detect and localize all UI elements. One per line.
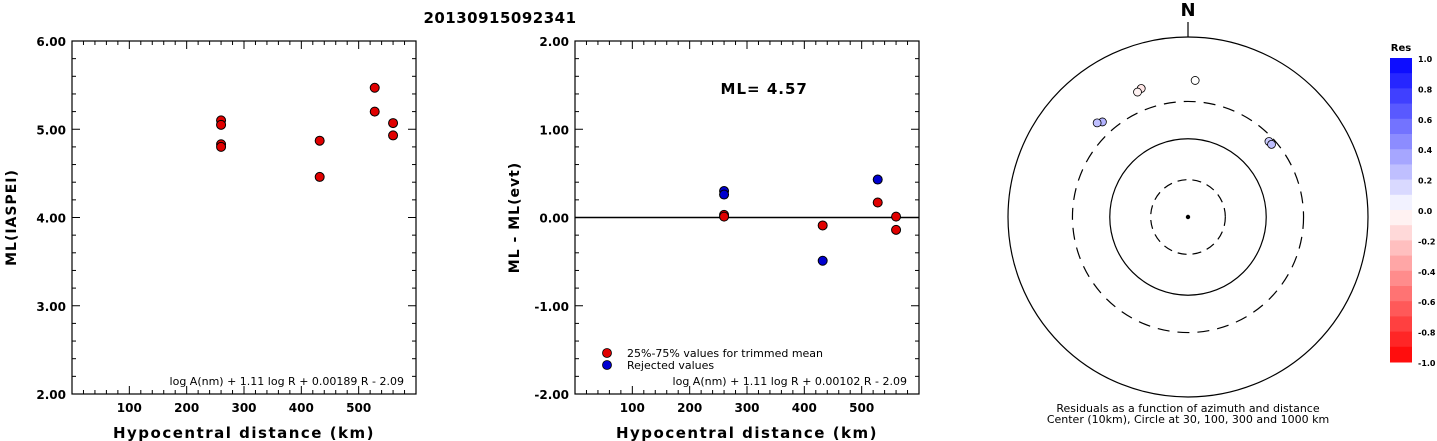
panel2-x-tick-label: 500 bbox=[849, 401, 874, 415]
panel2-y-tick-label: 1.00 bbox=[539, 123, 569, 137]
panel1-x-axis-label: Hypocentral distance (km) bbox=[113, 424, 375, 441]
colorbar-tick-label: 0.0 bbox=[1418, 207, 1433, 216]
colorbar-cell bbox=[1390, 316, 1412, 333]
colorbar-cell bbox=[1390, 73, 1412, 89]
colorbar-cell bbox=[1390, 88, 1412, 105]
panel1-x-tick-label: 400 bbox=[289, 401, 314, 415]
polar-station-point bbox=[1190, 76, 1200, 85]
colorbar-tick-label: -0.2 bbox=[1418, 237, 1436, 246]
colorbar-cell bbox=[1390, 240, 1412, 257]
colorbar-cell bbox=[1390, 331, 1412, 348]
panel1-formula: log A(nm) + 1.11 log R + 0.00189 R - 2.0… bbox=[170, 375, 404, 388]
colorbar-tick-label: 0.4 bbox=[1418, 146, 1433, 155]
panel2-formula: log A(nm) + 1.11 log R + 0.00102 R - 2.0… bbox=[673, 375, 907, 388]
panel1-y-tick-label: 6.00 bbox=[36, 35, 66, 49]
colorbar-cell bbox=[1390, 301, 1412, 317]
panel1-x-tick-label: 500 bbox=[346, 401, 371, 415]
polar-ring-30km bbox=[1150, 179, 1226, 255]
panel1-frame bbox=[71, 40, 417, 395]
panel1-point bbox=[388, 130, 399, 141]
panel2-point bbox=[719, 189, 730, 200]
panel1-point bbox=[388, 118, 399, 129]
colorbar-cell bbox=[1390, 58, 1412, 74]
panel2-point bbox=[891, 224, 902, 235]
panel1-point bbox=[314, 135, 325, 146]
panel1-x-tick-label: 200 bbox=[174, 401, 199, 415]
panel1-point bbox=[369, 82, 380, 93]
panel2-legend-marker bbox=[602, 360, 612, 370]
polar-ring-300km bbox=[1071, 100, 1305, 334]
panel1-y-axis-label: ML(IASPEI) bbox=[4, 169, 20, 266]
colorbar-tick-label: 1.0 bbox=[1418, 55, 1433, 64]
panel2-y-tick-label: 2.00 bbox=[539, 35, 569, 49]
panel1-x-tick-label: 300 bbox=[231, 401, 256, 415]
panel2-point bbox=[891, 211, 902, 222]
colorbar-cell bbox=[1390, 210, 1412, 226]
colorbar-cell bbox=[1390, 225, 1412, 241]
colorbar-cell bbox=[1390, 134, 1412, 150]
panel2-point bbox=[719, 211, 730, 222]
colorbar-cell bbox=[1390, 194, 1412, 211]
panel1-point bbox=[314, 171, 325, 182]
panel2-y-tick-label: 0.00 bbox=[539, 212, 569, 226]
colorbar-tick-label: -0.8 bbox=[1418, 329, 1436, 338]
panel2-y-axis-label: ML - ML(evt) bbox=[507, 162, 523, 273]
polar-station-point bbox=[1133, 87, 1142, 97]
panel2-y-tick-label: -1.00 bbox=[534, 300, 569, 314]
panel2-x-tick-label: 200 bbox=[677, 401, 702, 415]
panel1-point bbox=[216, 119, 227, 130]
colorbar-cell bbox=[1390, 149, 1412, 165]
panel2-y-tick-label: -2.00 bbox=[534, 388, 569, 402]
colorbar-cell bbox=[1390, 346, 1412, 363]
colorbar-tick-label: 0.8 bbox=[1418, 85, 1433, 94]
colorbar-cell bbox=[1390, 255, 1412, 272]
north-label: N bbox=[1180, 0, 1195, 21]
panel2-x-tick-label: 100 bbox=[620, 401, 645, 415]
panel1-y-tick-label: 5.00 bbox=[36, 123, 66, 137]
event-id-title: 20130915092341 bbox=[423, 9, 577, 27]
colorbar-tick-label: -1.0 bbox=[1418, 359, 1436, 368]
colorbar-cell bbox=[1390, 103, 1412, 120]
colorbar-tick-label: 0.6 bbox=[1418, 116, 1433, 125]
panel1-y-tick-label: 2.00 bbox=[36, 388, 66, 402]
panel1-x-tick-label: 100 bbox=[117, 401, 142, 415]
colorbar-tick-label: 0.2 bbox=[1418, 177, 1432, 186]
colorbar-cell bbox=[1390, 118, 1412, 135]
colorbar-cell bbox=[1390, 164, 1412, 181]
polar-caption-line: Residuals as a function of azimuth and d… bbox=[1056, 402, 1319, 415]
polar-center-dot bbox=[1185, 214, 1191, 220]
panel1-point bbox=[369, 106, 380, 117]
colorbar-cell bbox=[1390, 286, 1412, 302]
panel1-y-tick-label: 4.00 bbox=[36, 212, 66, 226]
panel2-legend-label: 25%-75% values for trimmed mean bbox=[627, 347, 823, 360]
polar-ring-100km bbox=[1109, 138, 1267, 296]
polar-station-point bbox=[1267, 139, 1276, 149]
colorbar-cell bbox=[1390, 179, 1412, 196]
colorbar-tick-label: -0.4 bbox=[1418, 268, 1436, 277]
panel1-y-tick-label: 3.00 bbox=[36, 300, 66, 314]
polar-caption-line: Center (10km), Circle at 30, 100, 300 an… bbox=[1047, 413, 1329, 426]
panel1-point bbox=[216, 141, 227, 152]
panel2-point bbox=[817, 255, 828, 266]
panel2-point bbox=[817, 220, 828, 231]
panel2-ml-annotation: ML= 4.57 bbox=[721, 80, 808, 98]
colorbar-cell bbox=[1390, 270, 1412, 287]
panel2-legend-marker bbox=[602, 348, 612, 358]
colorbar-tick-label: -0.6 bbox=[1418, 298, 1436, 307]
colorbar-title: Res bbox=[1391, 43, 1411, 54]
polar-station-point bbox=[1092, 118, 1102, 128]
panel2-x-tick-label: 400 bbox=[792, 401, 817, 415]
panel2-point bbox=[872, 174, 883, 185]
panel2-point bbox=[872, 197, 883, 208]
panel2-x-axis-label: Hypocentral distance (km) bbox=[616, 424, 878, 441]
panel2-legend-label: Rejected values bbox=[627, 359, 714, 372]
panel2-x-tick-label: 300 bbox=[734, 401, 759, 415]
